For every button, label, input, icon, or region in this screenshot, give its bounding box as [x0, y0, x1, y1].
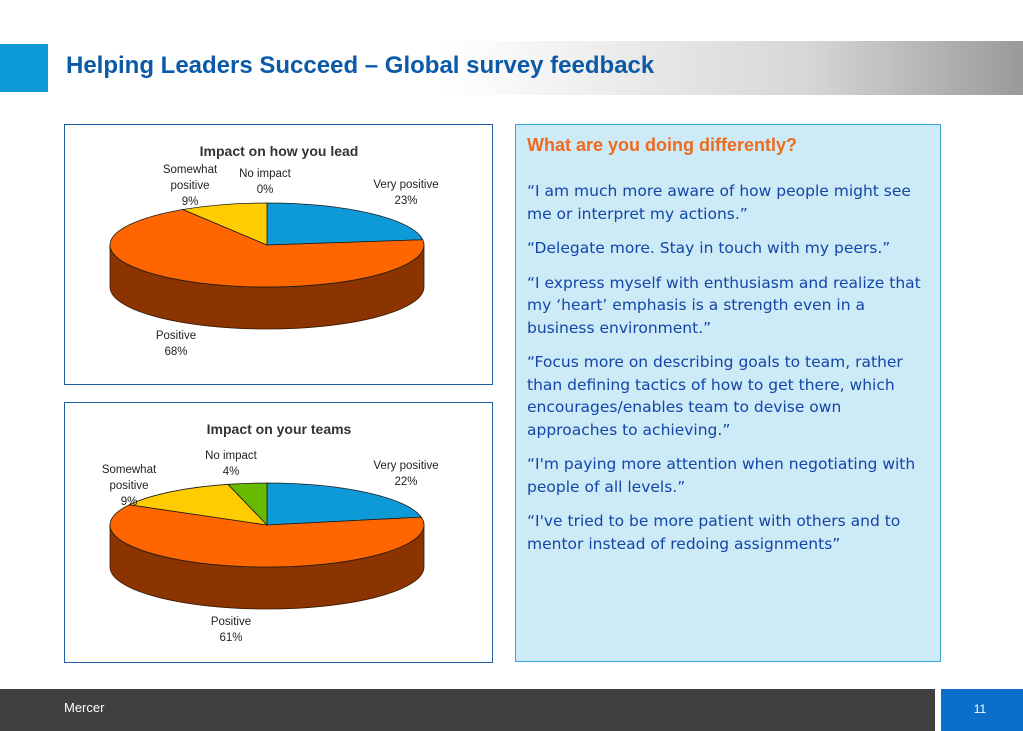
quote-4: “Focus more on describing goals to team,…: [527, 353, 903, 439]
quotes-panel: What are you doing differently? “I am mu…: [515, 124, 941, 662]
quotes-heading: What are you doing differently?: [527, 135, 798, 155]
footer-page-box: [941, 689, 1023, 731]
chart-impact-lead: Impact on how you lead Very positive 23% Po…: [64, 124, 493, 385]
pie-slice-2: [181, 202, 268, 246]
quote-3: “I express myself with enthusiasm and re…: [527, 273, 921, 337]
slice-label-1: Positive 61%: [211, 616, 251, 644]
slice-label-1: Positive 68%: [156, 330, 196, 358]
quote-5: “I'm paying more attention when negotiat…: [527, 455, 916, 496]
chart-title: Impact on how you lead: [200, 143, 359, 159]
quote-6: “I've tried to be more patient with othe…: [527, 512, 901, 553]
slice-label-0: Very positive 22%: [373, 460, 438, 488]
pie-slice-2: [128, 483, 269, 526]
pie-slice-0: [266, 482, 422, 526]
header-band: [56, 41, 1023, 95]
pie-slice-1: [109, 504, 425, 568]
slice-label-2: Somewhat positive 9%: [102, 464, 157, 508]
footer-brand: Mercer: [64, 700, 105, 715]
chart-title: Impact on your teams: [207, 421, 352, 437]
pie-chart-impact-teams: Impact on your teams Very positive 22% Posi…: [102, 421, 439, 644]
slice-label-0: Very positive 23%: [373, 179, 438, 207]
slice-label-2: Somewhat positive 9%: [163, 164, 218, 208]
chart-impact-teams: Impact on your teams Very positive 22% Posi…: [64, 402, 493, 663]
pie-slice-1: [109, 209, 425, 288]
page-title: Helping Leaders Succeed – Global survey …: [66, 52, 655, 79]
pie-slice-3: [227, 482, 268, 526]
pie-chart-impact-lead: Impact on how you lead Very positive 23% Po…: [109, 143, 439, 358]
page-number: 11: [973, 702, 987, 716]
quote-1: “I am much more aware of how people migh…: [527, 182, 911, 223]
footer-bar: [0, 689, 935, 731]
header-accent-square: [0, 44, 48, 92]
slice-label-3: No impact 0%: [239, 168, 292, 196]
quote-2: “Delegate more. Stay in touch with my pe…: [527, 239, 891, 257]
pie-slice-0: [266, 202, 424, 246]
slice-label-3: No impact 4%: [205, 450, 258, 478]
